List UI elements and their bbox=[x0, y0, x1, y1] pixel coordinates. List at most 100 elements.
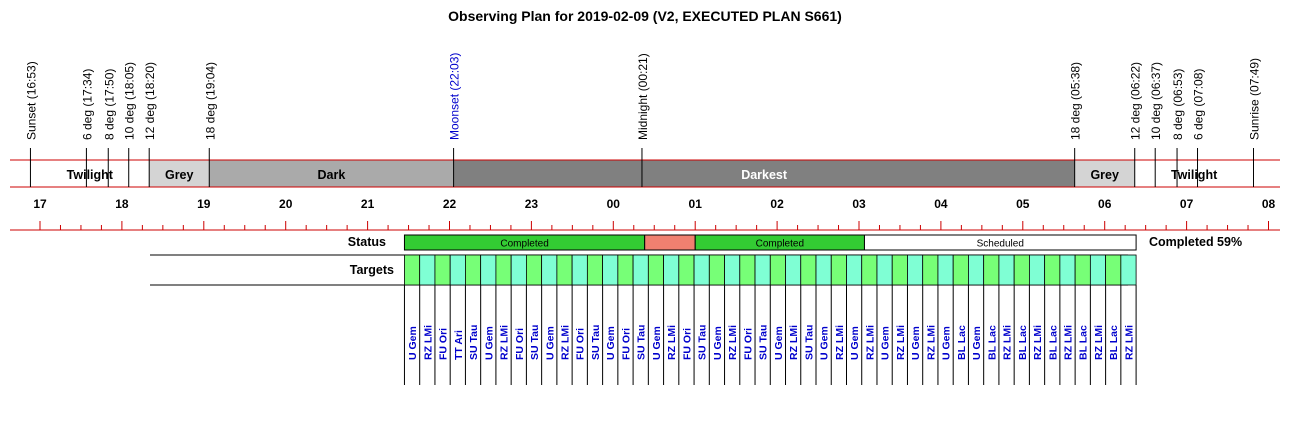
event-label: 8 deg (06:53) bbox=[1171, 69, 1185, 140]
target-cell bbox=[632, 254, 649, 286]
status-segment bbox=[863, 234, 1137, 251]
target-cell bbox=[922, 254, 939, 286]
target-cell bbox=[586, 254, 604, 286]
target-cell bbox=[404, 254, 421, 286]
target-name: RZ LMi bbox=[1123, 325, 1135, 360]
target-cell bbox=[1059, 254, 1076, 286]
completion-label: Completed 59% bbox=[1149, 235, 1242, 249]
hour-tick-label: 00 bbox=[607, 197, 621, 211]
target-cell bbox=[861, 254, 878, 286]
phase-label: Grey bbox=[165, 168, 194, 182]
hour-tick-label: 03 bbox=[852, 197, 866, 211]
phase-label: Grey bbox=[1090, 168, 1119, 182]
target-name: RZ LMi bbox=[666, 325, 678, 360]
target-cell bbox=[937, 254, 954, 286]
event-label: 12 deg (06:22) bbox=[1129, 62, 1143, 140]
target-name: SU Tau bbox=[758, 325, 770, 360]
target-name: RZ LMi bbox=[834, 325, 846, 360]
event-label: 6 deg (07:08) bbox=[1192, 69, 1206, 140]
target-cell bbox=[1120, 254, 1137, 286]
target-cell bbox=[785, 254, 802, 286]
hour-tick-label: 19 bbox=[197, 197, 211, 211]
target-name: U Gem bbox=[849, 326, 861, 360]
target-cell bbox=[907, 254, 924, 286]
status-row: Status Completed Completed Scheduled Complet… bbox=[348, 234, 1242, 251]
target-name: U Gem bbox=[773, 326, 785, 360]
target-name: U Gem bbox=[880, 326, 892, 360]
phase-label: Darkest bbox=[741, 168, 788, 182]
target-cell bbox=[1013, 254, 1030, 286]
target-cell bbox=[1089, 254, 1107, 286]
target-name: RZ LMi bbox=[1032, 325, 1044, 360]
target-name: U Gem bbox=[544, 326, 556, 360]
hour-tick-label: 18 bbox=[115, 197, 129, 211]
target-name: SU Tau bbox=[803, 325, 815, 360]
target-cell bbox=[617, 254, 634, 286]
target-cell bbox=[693, 254, 710, 286]
status-segment-label: Scheduled bbox=[977, 239, 1024, 250]
target-name: RZ LMi bbox=[422, 325, 434, 360]
target-cell bbox=[480, 254, 497, 286]
target-name: RZ LMi bbox=[499, 325, 511, 360]
target-cell bbox=[647, 254, 664, 286]
target-cell bbox=[465, 254, 482, 286]
event-label: Moonset (22:03) bbox=[448, 53, 462, 140]
target-name: U Gem bbox=[910, 326, 922, 360]
event-label: Sunrise (07:49) bbox=[1247, 58, 1261, 140]
hour-tick-label: 02 bbox=[770, 197, 784, 211]
target-name: U Gem bbox=[605, 326, 617, 360]
status-segment bbox=[644, 234, 696, 251]
hour-tick-label: 07 bbox=[1180, 197, 1194, 211]
targets-row-label: Targets bbox=[350, 263, 394, 277]
status-row-label: Status bbox=[348, 235, 386, 249]
hour-axis: 17 18 19 20 21 22 23 00 01 02 03 04 05 06 07 08 bbox=[10, 197, 1280, 231]
target-cell bbox=[754, 254, 771, 286]
target-name: BL Lac bbox=[956, 325, 968, 360]
target-cell bbox=[708, 254, 725, 286]
target-name: U Gem bbox=[483, 326, 495, 360]
target-cell bbox=[724, 254, 741, 286]
target-cell bbox=[663, 254, 680, 286]
target-name: BL Lac bbox=[1017, 325, 1029, 360]
target-name: RZ LMi bbox=[1063, 325, 1075, 360]
target-cell bbox=[1105, 254, 1122, 286]
target-cell bbox=[739, 254, 756, 286]
sky-phase-bar: Twilight Grey Dark Darkest Grey Twilight bbox=[10, 148, 1280, 188]
target-cell bbox=[449, 254, 466, 286]
twilight-events: Sunset (16:53) 6 deg (17:34) 8 deg (17:50)… bbox=[24, 53, 1261, 140]
target-name: SU Tau bbox=[697, 325, 709, 360]
status-segment-label: Completed bbox=[500, 239, 548, 250]
event-label: 18 deg (19:04) bbox=[203, 62, 217, 140]
hour-tick-label: 06 bbox=[1098, 197, 1112, 211]
event-label: 8 deg (17:50) bbox=[102, 69, 116, 140]
target-name: U Gem bbox=[819, 326, 831, 360]
hour-tick-label: 01 bbox=[689, 197, 703, 211]
target-name: FU Ori bbox=[742, 328, 754, 360]
target-cell bbox=[434, 254, 451, 286]
target-cell bbox=[769, 254, 786, 286]
target-name: U Gem bbox=[712, 326, 724, 360]
target-name: RZ LMi bbox=[895, 325, 907, 360]
target-name: BL Lac bbox=[1047, 325, 1059, 360]
target-cell bbox=[846, 254, 863, 286]
target-name: BL Lac bbox=[1078, 325, 1090, 360]
event-label: 18 deg (05:38) bbox=[1069, 62, 1083, 140]
hour-tick-label: 20 bbox=[279, 197, 293, 211]
target-cell bbox=[556, 254, 573, 286]
target-name: RZ LMi bbox=[1093, 325, 1105, 360]
target-name: BL Lac bbox=[986, 325, 998, 360]
hour-tick-label: 04 bbox=[934, 197, 948, 211]
target-name: RZ LMi bbox=[864, 325, 876, 360]
target-cell bbox=[998, 254, 1015, 286]
event-label: 12 deg (18:20) bbox=[143, 62, 157, 140]
target-name: U Gem bbox=[941, 326, 953, 360]
target-cell bbox=[983, 254, 1000, 286]
target-name: SU Tau bbox=[590, 325, 602, 360]
target-name: FU Ori bbox=[620, 328, 632, 360]
target-cell bbox=[800, 254, 817, 286]
target-name: TT Ari bbox=[453, 330, 465, 360]
phase-band bbox=[209, 160, 454, 187]
phase-label: Dark bbox=[318, 168, 346, 182]
target-name: SU Tau bbox=[636, 325, 648, 360]
